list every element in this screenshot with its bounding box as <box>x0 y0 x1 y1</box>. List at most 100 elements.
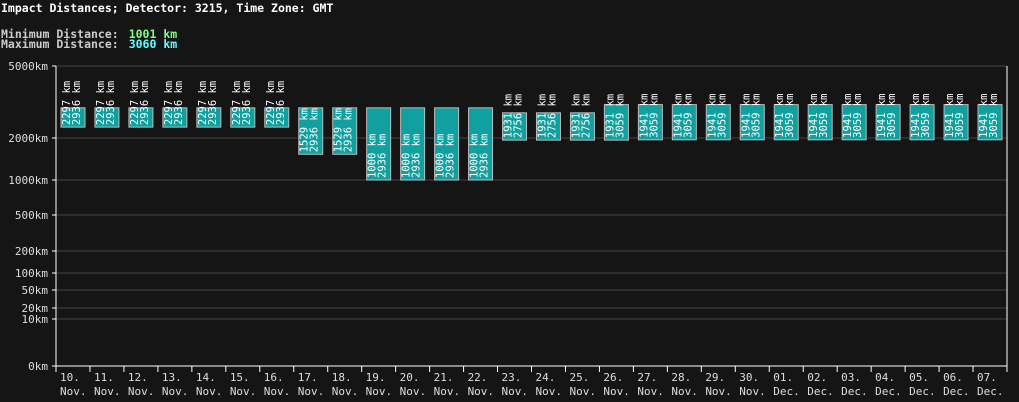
minimum-distance: Minimum Distance: 1001 km <box>1 27 177 41</box>
y-tick-label: 10km <box>22 313 49 326</box>
x-tick-label: 07. <box>977 371 997 384</box>
maximum-distance: Maximum Distance: 3060 km <box>1 37 177 51</box>
min-data-label: 2297 km <box>163 81 175 125</box>
range-bar <box>535 112 561 141</box>
max-data-label: 2936 km <box>411 134 423 178</box>
min-data-label: 1931 km <box>503 94 515 138</box>
max-data-label: 2936 km <box>479 134 491 178</box>
x-tick-label: 05. <box>909 371 929 384</box>
max-data-label: 3059 km <box>886 94 898 138</box>
x-tick-label: 12. <box>128 371 148 384</box>
x-tick-label: 20. <box>400 371 420 384</box>
x-tick-label: 30. <box>739 371 759 384</box>
min-data-label: 2297 km <box>61 81 73 125</box>
range-bar <box>637 104 663 141</box>
x-tick-label: 10. <box>60 371 80 384</box>
x-tick-label: Dec. <box>773 385 800 398</box>
x-tick-label: 18. <box>332 371 352 384</box>
x-tick-label: Nov. <box>705 385 732 398</box>
max-data-label: 3059 km <box>682 94 694 138</box>
range-bar <box>196 107 222 128</box>
min-data-label: 2297 km <box>129 81 141 125</box>
min-data-label: 1941 km <box>672 94 684 138</box>
x-tick-label: Nov. <box>502 385 529 398</box>
y-tick-label: 0km <box>28 360 48 373</box>
max-value: 3060 km <box>128 37 178 51</box>
x-tick-label: Nov. <box>128 385 155 398</box>
x-tick-label: Nov. <box>230 385 256 398</box>
x-tick-label: Nov. <box>264 385 291 398</box>
x-tick-label: Nov. <box>196 385 223 398</box>
x-tick-label: 26. <box>603 371 623 384</box>
max-data-label: 3059 km <box>750 94 762 138</box>
max-data-label: 3059 km <box>614 94 626 138</box>
x-tick-label: Nov. <box>569 385 596 398</box>
range-bar <box>773 104 799 141</box>
x-tick-label: 29. <box>705 371 725 384</box>
min-data-label: 2297 km <box>265 81 277 125</box>
range-bar <box>60 107 86 128</box>
range-bar <box>841 104 867 141</box>
max-data-label: 3059 km <box>852 94 864 138</box>
min-data-label: 1941 km <box>876 94 888 138</box>
max-data-label: 2756 km <box>513 94 525 138</box>
max-data-label: 3059 km <box>716 94 728 138</box>
min-data-label: 1941 km <box>740 94 752 138</box>
x-tick-label: 06. <box>943 371 963 384</box>
max-data-label: 2936 km <box>173 81 185 125</box>
x-tick-label: 16. <box>264 371 284 384</box>
min-data-label: 1529 km <box>333 108 345 152</box>
max-data-label: 2936 km <box>207 81 219 125</box>
min-data-label: 1941 km <box>706 94 718 138</box>
x-tick-label: Nov. <box>60 385 87 398</box>
x-tick-label: 17. <box>298 371 318 384</box>
range-bar <box>739 104 765 141</box>
range-bar <box>94 107 120 128</box>
x-tick-label: Nov. <box>536 385 563 398</box>
range-bar <box>468 107 494 181</box>
max-label: Maximum Distance: <box>1 37 119 51</box>
range-bar <box>162 107 188 128</box>
range-bar <box>400 107 426 181</box>
x-tick-label: Nov. <box>298 385 325 398</box>
range-bar <box>603 104 629 141</box>
max-data-label: 2936 km <box>377 134 389 178</box>
x-tick-label: 15. <box>230 371 250 384</box>
y-tick-label: 200km <box>15 245 48 258</box>
max-data-label: 3059 km <box>988 94 1000 138</box>
y-tick-label: 5000km <box>8 60 48 73</box>
x-tick-label: Nov. <box>603 385 630 398</box>
range-bar <box>875 104 901 141</box>
max-data-label: 2936 km <box>445 134 457 178</box>
chart-title: Impact Distances; Detector: 3215, Time Z… <box>1 1 334 15</box>
max-data-label: 2936 km <box>139 81 151 125</box>
max-data-label: 2936 km <box>241 81 253 125</box>
x-tick-label: 25. <box>569 371 589 384</box>
x-tick-label: 04. <box>875 371 895 384</box>
min-label: Minimum Distance: <box>1 27 119 41</box>
x-tick-label: Dec. <box>943 385 970 398</box>
x-tick-label: 23. <box>502 371 522 384</box>
x-tick-label: 21. <box>434 371 454 384</box>
x-tick-label: Dec. <box>841 385 868 398</box>
x-tick-label: Nov. <box>366 385 393 398</box>
range-bar <box>366 107 392 181</box>
x-tick-label: Nov. <box>468 385 495 398</box>
range-bar <box>943 104 969 141</box>
max-data-label: 2936 km <box>343 108 355 152</box>
x-tick-label: 13. <box>162 371 182 384</box>
max-data-label: 2936 km <box>71 81 83 125</box>
x-tick-label: Nov. <box>94 385 121 398</box>
min-data-label: 2297 km <box>197 81 209 125</box>
y-tick-label: 20km <box>22 302 49 315</box>
x-tick-label: Nov. <box>671 385 698 398</box>
max-data-label: 2936 km <box>275 81 287 125</box>
x-tick-label: 03. <box>841 371 861 384</box>
min-data-label: 1529 km <box>299 108 311 152</box>
x-tick-label: Dec. <box>807 385 834 398</box>
min-data-label: 1941 km <box>774 94 786 138</box>
min-data-label: 1941 km <box>910 94 922 138</box>
x-tick-label: 28. <box>671 371 691 384</box>
y-tick-label: 50km <box>22 284 49 297</box>
